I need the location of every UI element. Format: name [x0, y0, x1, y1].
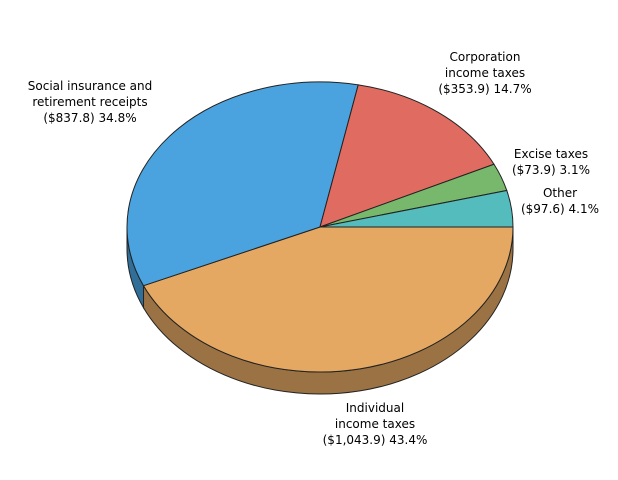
slice-label: Social insurance and retirement receipts — [28, 79, 152, 109]
slice-value-label: ($1,043.9) 43.4% — [323, 433, 428, 447]
slice-label: Excise taxes — [514, 147, 588, 161]
slice-label: Corporation income taxes — [445, 50, 525, 80]
label-line: Other — [543, 186, 577, 200]
slice-label: Individual income taxes — [335, 401, 415, 431]
slice-value-label: ($73.9) 3.1% — [512, 163, 590, 177]
slice — [319, 84, 495, 228]
slice — [319, 189, 514, 228]
slice — [142, 226, 514, 373]
label-line: Social insurance and — [28, 79, 152, 93]
slice — [126, 81, 359, 287]
label-line: income taxes — [445, 66, 525, 80]
label-line: Corporation — [450, 50, 521, 64]
slice-value-label: ($97.6) 4.1% — [521, 202, 599, 216]
label-line: Individual — [346, 401, 404, 415]
label-line: income taxes — [335, 417, 415, 431]
label-line: Excise taxes — [514, 147, 588, 161]
slice-value-label: ($353.9) 14.7% — [438, 82, 531, 96]
slice-value-label: ($837.8) 34.8% — [43, 111, 136, 125]
label-line: retirement receipts — [32, 95, 147, 109]
slice-label: Other — [543, 186, 577, 200]
